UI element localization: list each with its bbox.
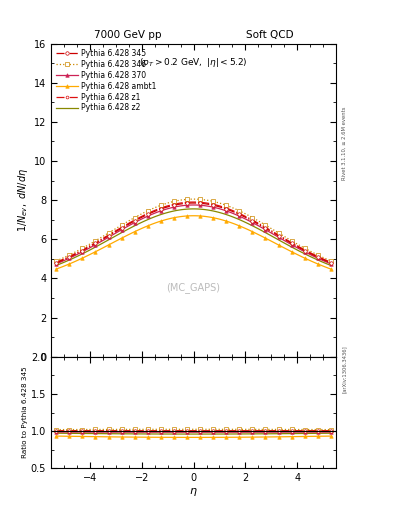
Text: Rivet 3.1.10, ≥ 2.6M events: Rivet 3.1.10, ≥ 2.6M events [342,106,347,180]
Pythia 6.428 z2 [245,220,250,226]
Pythia 6.428 ambt1 [219,217,223,223]
Text: (MC_GAPS): (MC_GAPS) [167,282,220,293]
Pythia 6.428 z2 [294,247,299,253]
Pythia 6.428 z2 [54,262,59,268]
Pythia 6.428 z2 [329,262,333,268]
Y-axis label: $1/N_{ev},\ dN/d\eta$: $1/N_{ev},\ dN/d\eta$ [16,168,30,232]
Pythia 6.428 370 [294,245,299,251]
Y-axis label: Ratio to Pythia 6.428 345: Ratio to Pythia 6.428 345 [22,367,28,458]
Pythia 6.428 370 [216,205,221,211]
Pythia 6.428 346 [329,258,333,264]
Pythia 6.428 346 [234,206,239,212]
Line: Pythia 6.428 z1: Pythia 6.428 z1 [55,201,332,264]
Pythia 6.428 345 [245,215,250,221]
Pythia 6.428 ambt1 [62,263,66,269]
Pythia 6.428 z1 [294,243,299,249]
Pythia 6.428 z2 [219,210,223,216]
Pythia 6.428 346 [190,196,195,202]
Line: Pythia 6.428 346: Pythia 6.428 346 [55,198,332,263]
Line: Pythia 6.428 ambt1: Pythia 6.428 ambt1 [55,214,332,271]
Pythia 6.428 ambt1 [190,212,195,219]
Title: 7000 GeV pp                          Soft QCD: 7000 GeV pp Soft QCD [94,30,293,40]
Pythia 6.428 z2 [216,209,221,215]
Line: Pythia 6.428 z2: Pythia 6.428 z2 [56,209,331,265]
Line: Pythia 6.428 345: Pythia 6.428 345 [55,201,332,265]
Pythia 6.428 z1 [62,256,66,262]
Pythia 6.428 346 [216,200,221,206]
Pythia 6.428 345 [216,203,221,209]
Pythia 6.428 z1 [190,199,195,205]
Pythia 6.428 345 [219,204,223,210]
Pythia 6.428 370 [62,258,66,264]
Pythia 6.428 346 [54,258,59,264]
Pythia 6.428 z1 [329,259,333,265]
X-axis label: $\eta$: $\eta$ [189,486,198,498]
Pythia 6.428 z2 [62,259,66,265]
Pythia 6.428 345 [234,210,239,216]
Pythia 6.428 346 [62,254,66,261]
Pythia 6.428 ambt1 [234,222,239,228]
Pythia 6.428 z1 [216,203,221,209]
Pythia 6.428 z1 [245,214,250,220]
Pythia 6.428 z2 [190,206,195,212]
Pythia 6.428 z1 [234,209,239,216]
Pythia 6.428 370 [245,217,250,223]
Pythia 6.428 ambt1 [329,266,333,272]
Pythia 6.428 ambt1 [294,251,299,258]
Pythia 6.428 ambt1 [54,266,59,272]
Legend: Pythia 6.428 345, Pythia 6.428 346, Pythia 6.428 370, Pythia 6.428 ambt1, Pythia: Pythia 6.428 345, Pythia 6.428 346, Pyth… [55,47,158,114]
Line: Pythia 6.428 370: Pythia 6.428 370 [55,203,332,266]
Pythia 6.428 370 [54,261,59,267]
Pythia 6.428 370 [234,212,239,218]
Pythia 6.428 370 [190,202,195,208]
Pythia 6.428 345 [62,257,66,263]
Pythia 6.428 345 [190,200,195,206]
Pythia 6.428 z1 [219,203,223,209]
Pythia 6.428 346 [245,211,250,218]
Pythia 6.428 ambt1 [216,216,221,222]
Pythia 6.428 370 [329,261,333,267]
Text: $(p_T > 0.2\ \mathrm{GeV},\ |\eta| < 5.2)$: $(p_T > 0.2\ \mathrm{GeV},\ |\eta| < 5.2… [139,56,248,69]
Pythia 6.428 z1 [54,259,59,265]
Pythia 6.428 345 [54,260,59,266]
Pythia 6.428 346 [294,241,299,247]
Pythia 6.428 345 [294,243,299,249]
Pythia 6.428 z2 [234,216,239,222]
Pythia 6.428 346 [219,201,223,207]
Text: [arXiv:1306.3436]: [arXiv:1306.3436] [342,345,347,393]
Pythia 6.428 ambt1 [245,226,250,232]
Pythia 6.428 370 [219,206,223,212]
Pythia 6.428 345 [329,260,333,266]
